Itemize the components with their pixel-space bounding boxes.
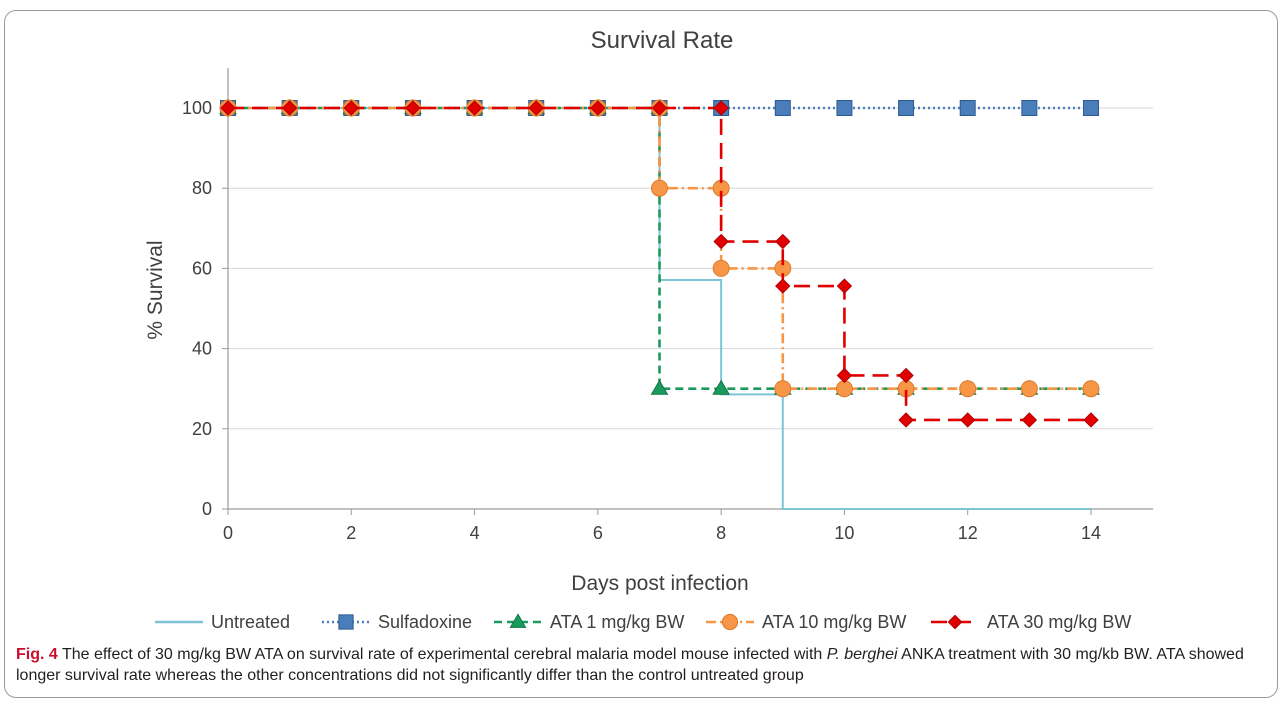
- y-tick-label: 20: [192, 419, 212, 439]
- marker-diamond: [651, 100, 668, 116]
- y-tick-label: 100: [182, 98, 212, 118]
- marker-diamond: [775, 278, 791, 294]
- marker-diamond: [466, 100, 483, 116]
- marker-diamond: [1083, 412, 1099, 428]
- legend-label: Sulfadoxine: [378, 612, 472, 632]
- legend-label: ATA 10 mg/kg BW: [762, 612, 906, 632]
- marker-diamond: [836, 278, 853, 294]
- marker-square: [1021, 100, 1038, 116]
- marker-diamond: [343, 100, 359, 116]
- x-tick-label: 0: [223, 523, 233, 543]
- x-tick-label: 6: [593, 523, 603, 543]
- x-tick-label: 10: [834, 523, 854, 543]
- marker-square: [1083, 100, 1099, 116]
- chart-title: Survival Rate: [591, 27, 734, 54]
- x-tick-label: 14: [1081, 523, 1101, 543]
- x-tick-label: 2: [346, 523, 356, 543]
- legend-item: ATA 30 mg/kg BW: [931, 612, 1131, 632]
- legend: Untreated Sulfadoxine ATA 1 mg/kg BW ATA 10…: [155, 612, 1131, 632]
- x-tick-labels: 0 2 4 6 8 10 12 14: [223, 509, 1101, 543]
- y-tick-label: 80: [192, 178, 212, 198]
- marker-diamond: [220, 100, 236, 116]
- y-tick-labels: 0 20 40 60 80 100: [182, 98, 228, 519]
- marker-diamond: [1021, 412, 1038, 428]
- marker-circle: [959, 380, 977, 398]
- caption-label: Fig. 4: [16, 646, 58, 663]
- legend-label: ATA 1 mg/kg BW: [550, 612, 684, 632]
- figure-caption: Fig. 4 The effect of 30 mg/kg BW ATA on …: [16, 644, 1266, 686]
- marker-circle: [651, 179, 668, 197]
- marker-diamond: [960, 412, 976, 428]
- marker-circle: [1020, 380, 1038, 398]
- marker-circle: [774, 380, 792, 398]
- x-tick-label: 8: [716, 523, 726, 543]
- figure-frame: [4, 10, 1278, 698]
- x-tick-label: 12: [958, 523, 978, 543]
- marker-diamond: [405, 100, 421, 116]
- marker-diamond: [713, 100, 729, 116]
- x-tick-label: 4: [470, 523, 480, 543]
- marker-square: [774, 100, 791, 116]
- marker-square: [836, 100, 853, 116]
- legend-item: Sulfadoxine: [322, 612, 472, 632]
- marker-diamond: [775, 233, 791, 250]
- series-group: [219, 99, 1100, 510]
- marker-circle: [1082, 380, 1100, 398]
- y-axis-label: % Survival: [144, 240, 167, 339]
- legend-label: ATA 30 mg/kg BW: [987, 612, 1131, 632]
- y-tick-label: 0: [202, 499, 212, 519]
- x-axis-label: Days post infection: [571, 572, 748, 595]
- marker-diamond: [898, 412, 914, 428]
- marker-diamond: [898, 367, 914, 384]
- legend-label: Untreated: [211, 612, 290, 632]
- marker-diamond: [836, 367, 853, 384]
- marker-triangle: [712, 379, 731, 395]
- y-tick-label: 60: [192, 258, 212, 278]
- marker-diamond: [713, 233, 729, 250]
- grid-lines: [228, 107, 1153, 430]
- legend-item: ATA 10 mg/kg BW: [706, 612, 906, 632]
- marker-triangle: [509, 613, 527, 628]
- marker-diamond: [528, 100, 544, 116]
- legend-item: ATA 1 mg/kg BW: [494, 612, 684, 632]
- marker-square: [338, 614, 354, 630]
- marker-circle: [721, 613, 739, 631]
- marker-diamond: [947, 614, 963, 630]
- survival-chart: Survival Rate 0 2 4 6 8 10 12 14 0 20 40 60 80 100 D…: [144, 27, 1153, 632]
- series-4: [220, 100, 1099, 428]
- marker-triangle: [650, 379, 669, 395]
- caption-species: P. berghei: [826, 646, 898, 663]
- y-tick-label: 40: [192, 339, 212, 359]
- marker-diamond: [590, 100, 606, 116]
- caption-text-2: ANKA treatment with 30 mg/kb BW. ATA sho…: [16, 646, 1244, 684]
- marker-circle: [712, 259, 730, 277]
- marker-square: [898, 100, 915, 116]
- marker-diamond: [281, 100, 298, 116]
- marker-square: [959, 100, 976, 116]
- caption-text-1: The effect of 30 mg/kg BW ATA on surviva…: [61, 646, 827, 663]
- legend-item: Untreated: [155, 612, 290, 632]
